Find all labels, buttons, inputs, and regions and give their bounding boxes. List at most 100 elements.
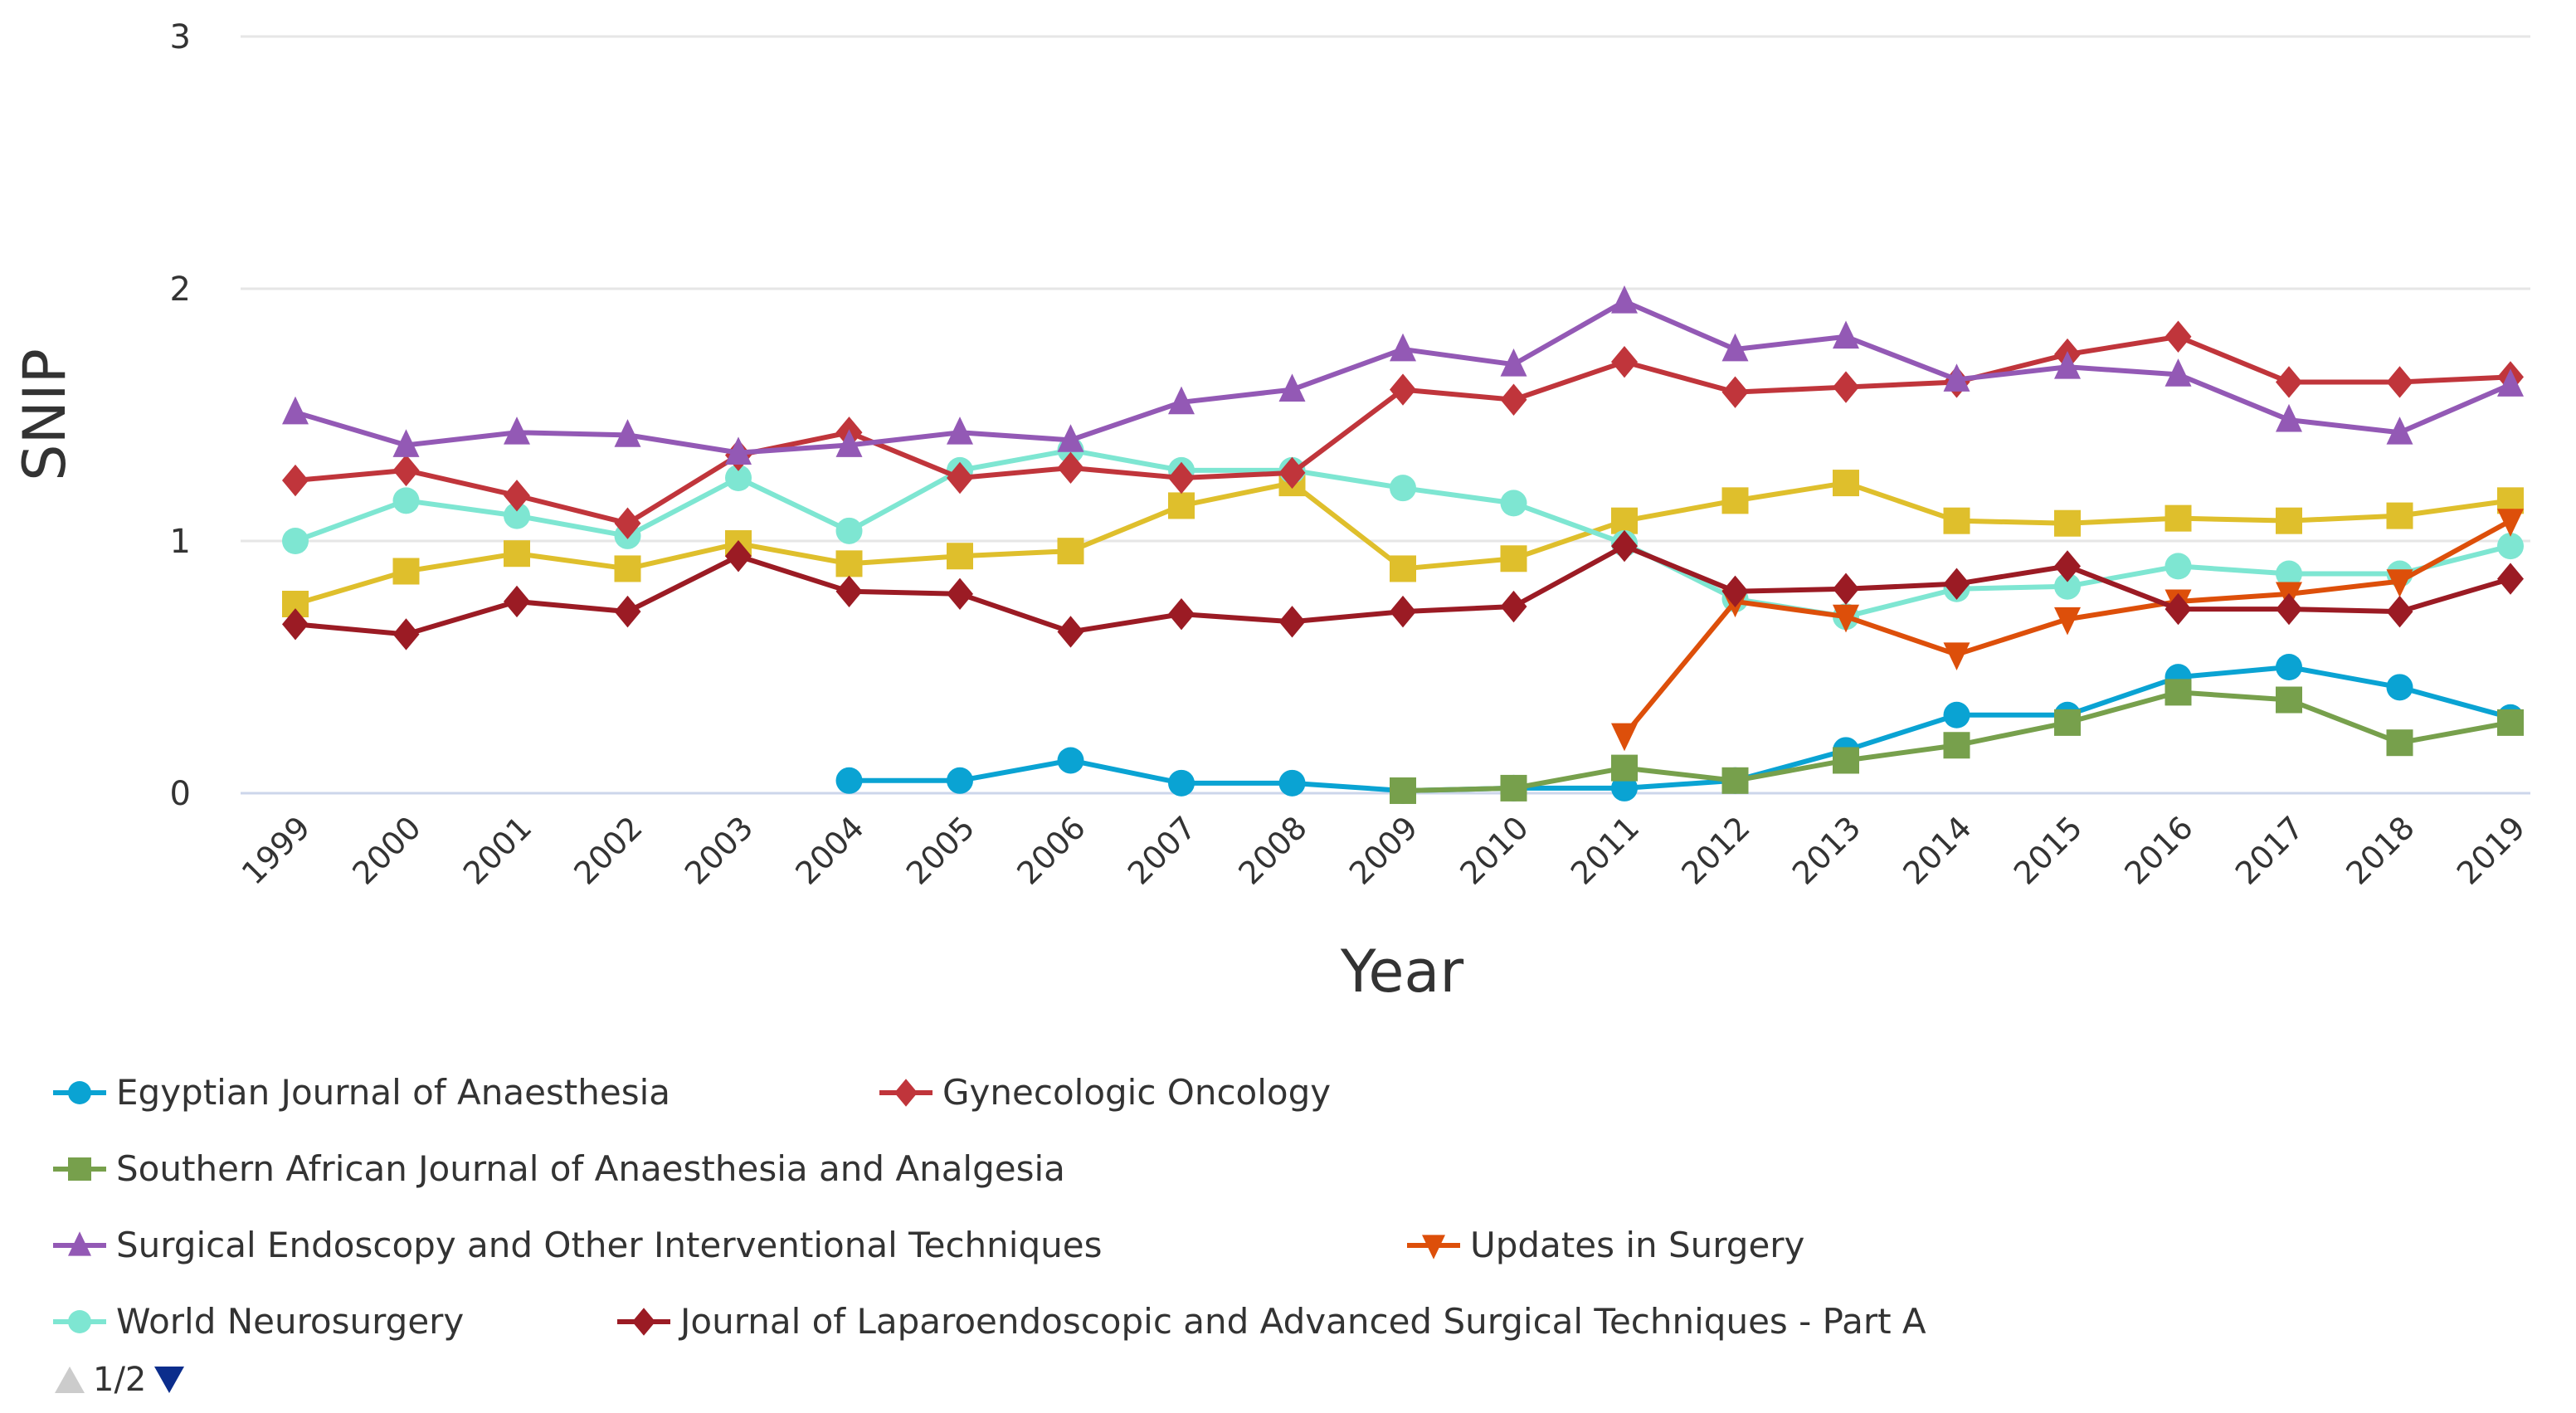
data-point[interactable]	[2165, 679, 2192, 706]
data-point[interactable]	[2386, 729, 2413, 757]
data-point[interactable]	[2497, 533, 2524, 560]
data-point[interactable]	[282, 528, 309, 554]
data-point[interactable]	[1833, 573, 1859, 605]
data-point[interactable]	[1168, 597, 1195, 631]
data-point[interactable]	[2054, 509, 2081, 537]
data-point[interactable]	[725, 436, 752, 465]
data-point[interactable]	[2386, 366, 2413, 398]
data-point[interactable]	[1721, 333, 1749, 362]
data-point[interactable]	[1721, 767, 1749, 794]
data-point[interactable]	[2165, 592, 2192, 626]
data-point[interactable]	[2386, 417, 2413, 445]
data-point[interactable]	[1500, 490, 1527, 517]
data-point[interactable]	[1500, 348, 1527, 377]
data-point[interactable]	[392, 618, 420, 650]
data-point[interactable]	[725, 465, 752, 491]
data-point[interactable]	[2276, 507, 2302, 534]
data-point[interactable]	[947, 577, 973, 611]
data-point[interactable]	[504, 502, 530, 529]
data-point[interactable]	[1057, 451, 1084, 485]
data-point[interactable]	[1168, 386, 1195, 415]
data-point[interactable]	[2054, 709, 2081, 736]
data-point[interactable]	[2165, 320, 2192, 353]
data-point[interactable]	[1390, 373, 1416, 406]
data-point[interactable]	[1721, 487, 1749, 514]
data-point[interactable]	[1721, 376, 1749, 408]
data-point[interactable]	[947, 461, 973, 495]
data-point[interactable]	[2054, 607, 2081, 636]
legend-next-page-icon[interactable]	[153, 1365, 186, 1395]
data-point[interactable]	[282, 608, 309, 641]
data-point[interactable]	[1278, 769, 1306, 797]
data-point[interactable]	[2165, 553, 2192, 580]
data-point[interactable]	[1943, 701, 1970, 728]
data-point[interactable]	[1611, 754, 1638, 782]
data-point[interactable]	[1611, 529, 1638, 563]
data-point[interactable]	[1500, 383, 1527, 416]
data-point[interactable]	[1611, 723, 1638, 752]
legend-item[interactable]: Surgical Endoscopy and Other Interventio…	[53, 1225, 1102, 1265]
data-point[interactable]	[1721, 575, 1749, 607]
data-point[interactable]	[835, 550, 863, 577]
data-point[interactable]	[614, 507, 641, 539]
data-point[interactable]	[1057, 424, 1084, 452]
data-point[interactable]	[725, 540, 752, 573]
data-point[interactable]	[614, 595, 641, 628]
data-point[interactable]	[2276, 403, 2302, 432]
data-point[interactable]	[2497, 709, 2524, 736]
data-point[interactable]	[1057, 538, 1084, 565]
data-point[interactable]	[2165, 504, 2192, 532]
data-point[interactable]	[1833, 470, 1859, 497]
data-point[interactable]	[1611, 285, 1638, 314]
legend-item[interactable]: World Neurosurgery	[53, 1301, 464, 1342]
data-point[interactable]	[2165, 358, 2192, 387]
legend-item[interactable]: Journal of Laparoendoscopic and Advanced…	[617, 1301, 1926, 1342]
data-point[interactable]	[2054, 351, 2081, 379]
data-point[interactable]	[282, 396, 309, 425]
data-point[interactable]	[1943, 732, 1970, 759]
data-point[interactable]	[835, 575, 863, 607]
data-point[interactable]	[1390, 777, 1416, 804]
data-point[interactable]	[2276, 560, 2302, 587]
data-point[interactable]	[1833, 747, 1859, 774]
data-point[interactable]	[1390, 475, 1416, 502]
data-point[interactable]	[2276, 592, 2302, 626]
data-point[interactable]	[1278, 456, 1306, 490]
data-point[interactable]	[614, 555, 641, 582]
data-point[interactable]	[392, 487, 420, 514]
data-point[interactable]	[1390, 333, 1416, 362]
data-point[interactable]	[614, 419, 641, 447]
legend-item[interactable]: Gynecologic Oncology	[879, 1072, 1331, 1113]
data-point[interactable]	[2054, 550, 2081, 582]
data-point[interactable]	[835, 517, 863, 544]
data-point[interactable]	[1390, 595, 1416, 628]
data-point[interactable]	[1168, 492, 1195, 519]
data-point[interactable]	[2386, 502, 2413, 529]
data-point[interactable]	[2497, 563, 2524, 595]
data-point[interactable]	[1611, 507, 1638, 534]
data-point[interactable]	[1500, 774, 1527, 802]
data-point[interactable]	[1943, 507, 1970, 534]
data-point[interactable]	[392, 454, 420, 487]
data-point[interactable]	[835, 429, 863, 457]
legend-prev-page-icon[interactable]	[53, 1365, 86, 1395]
data-point[interactable]	[1500, 590, 1527, 623]
data-point[interactable]	[504, 480, 530, 512]
data-point[interactable]	[1168, 769, 1195, 797]
data-point[interactable]	[504, 540, 530, 568]
legend-item[interactable]: Southern African Journal of Anaesthesia …	[53, 1148, 1065, 1189]
data-point[interactable]	[2386, 674, 2413, 701]
data-point[interactable]	[947, 543, 973, 570]
data-point[interactable]	[282, 464, 309, 497]
data-point[interactable]	[2497, 509, 2524, 537]
data-point[interactable]	[947, 767, 973, 794]
data-point[interactable]	[2497, 368, 2524, 397]
data-point[interactable]	[1057, 747, 1084, 774]
data-point[interactable]	[1943, 642, 1970, 670]
data-point[interactable]	[1278, 373, 1306, 402]
data-point[interactable]	[1833, 371, 1859, 403]
data-point[interactable]	[2054, 573, 2081, 600]
data-point[interactable]	[1943, 363, 1970, 392]
data-point[interactable]	[1833, 604, 1859, 633]
data-point[interactable]	[1390, 555, 1416, 582]
